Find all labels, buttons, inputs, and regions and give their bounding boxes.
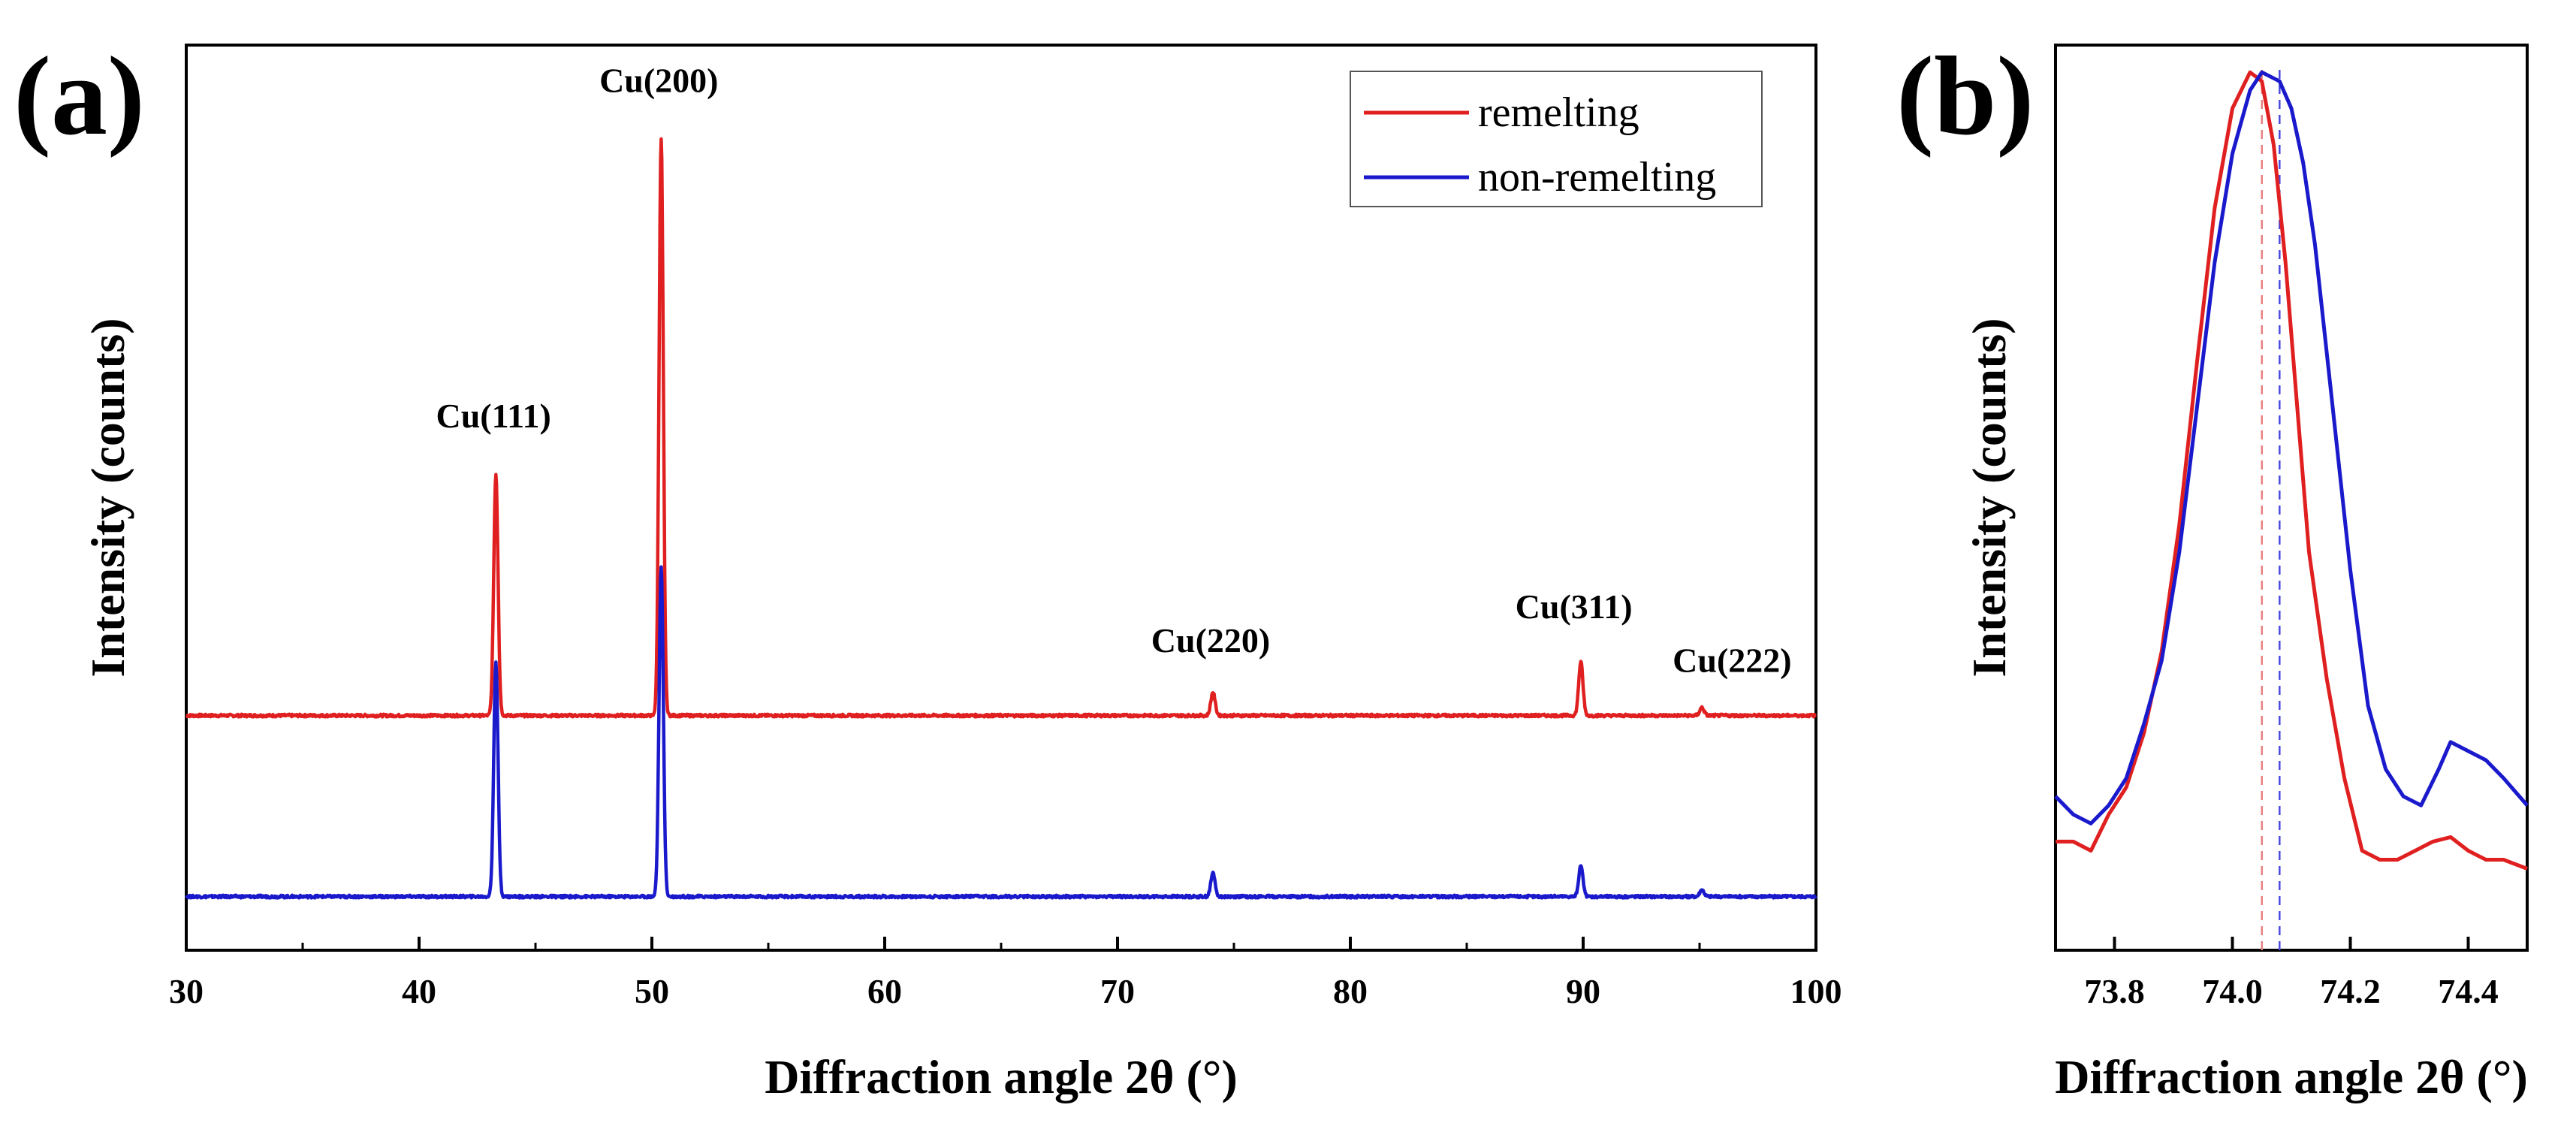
panel-b: 73.8 74.0 74.2 74.4 Diffraction angle 2θ (°…: [1962, 44, 2529, 1103]
legend: remelting non-remelting: [1350, 71, 1763, 207]
panel-a-x-axis-title: Diffraction angle 2θ (°): [765, 1050, 1238, 1103]
panel-b-y-axis-title: Intensity (counts): [1962, 318, 2016, 677]
panel-label-b: (b): [1896, 34, 2034, 158]
panel-b-series: [2054, 70, 2529, 871]
x-tick-label: 100: [1790, 972, 1842, 1010]
x-tick-label: 60: [867, 972, 902, 1010]
legend-box: [1350, 71, 1763, 207]
x-tick-label: 74.4: [2438, 972, 2499, 1010]
panel-a-y-axis-title: Intensity (counts): [81, 318, 134, 677]
panel-a-x-ticks: 30 40 50 60 70 80 90 100: [169, 937, 1842, 1010]
panel-b-x-ticks: 73.8 74.0 74.2 74.4: [2084, 937, 2499, 1010]
x-tick-label: 40: [402, 972, 436, 1010]
panel-b-x-axis-title: Diffraction angle 2θ (°): [2055, 1050, 2528, 1103]
x-tick-label: 74.0: [2202, 972, 2263, 1010]
panel-a-peak-labels: Cu(111) Cu(200) Cu(220) Cu(311) Cu(222): [436, 61, 1792, 679]
panel-b-frame: [2054, 44, 2529, 952]
legend-label-non-remelting: non-remelting: [1478, 154, 1716, 201]
panel-b-reference-lines: [2261, 68, 2281, 950]
peak-label: Cu(311): [1516, 587, 1633, 626]
peak-label: Cu(220): [1151, 621, 1270, 660]
peak-label: Cu(200): [599, 61, 718, 99]
panel-a-series: [185, 137, 1817, 900]
x-tick-label: 80: [1333, 972, 1368, 1010]
series-line-remelting: [2056, 70, 2528, 871]
peak-label: Cu(111): [436, 397, 551, 435]
legend-label-remelting: remelting: [1478, 89, 1639, 136]
series-line-remelting: [185, 137, 1817, 719]
x-tick-label: 90: [1566, 972, 1600, 1010]
x-tick-label: 70: [1100, 972, 1135, 1010]
x-tick-label: 50: [635, 972, 669, 1010]
x-tick-label: 30: [169, 972, 204, 1010]
x-tick-label: 74.2: [2320, 972, 2381, 1010]
series-line-non-remelting: [2054, 70, 2529, 826]
series-line-non-remelting: [185, 565, 1817, 900]
panel-a: 30 40 50 60 70 80 90 100 Cu(111)Cu(200)Cu(220)C…: [81, 44, 1842, 1103]
panel-label-a: (a): [14, 34, 145, 158]
peak-label: Cu(222): [1673, 641, 1791, 680]
x-tick-label: 73.8: [2084, 972, 2145, 1010]
